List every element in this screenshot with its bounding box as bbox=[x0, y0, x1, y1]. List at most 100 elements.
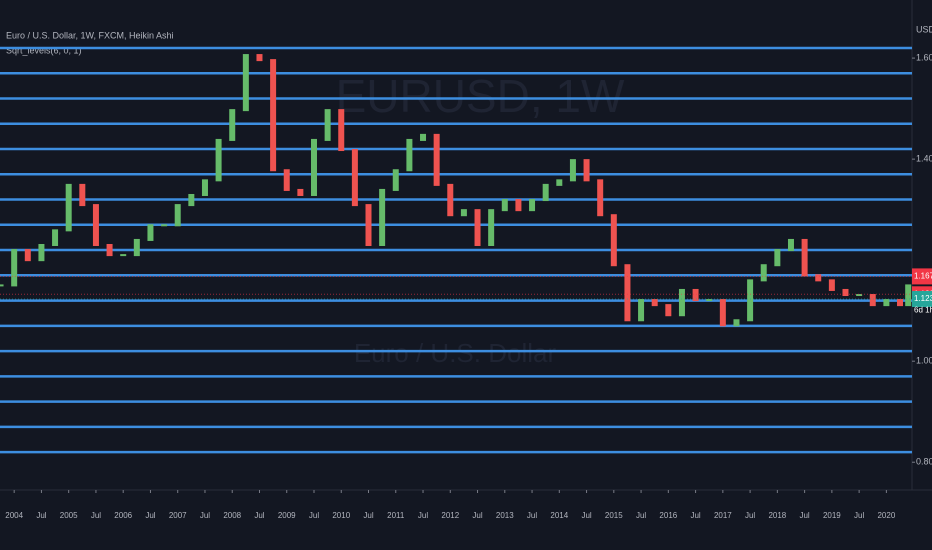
candle bbox=[161, 224, 168, 227]
x-tick-label: 2007 bbox=[169, 511, 187, 520]
y-tick-label: 1.0000 bbox=[916, 356, 932, 366]
candle bbox=[242, 54, 249, 112]
candle bbox=[556, 179, 563, 186]
candle bbox=[392, 169, 399, 191]
candle bbox=[638, 299, 645, 322]
x-tick-label: Jul bbox=[200, 511, 210, 520]
candle bbox=[338, 109, 345, 152]
x-tick-label: Jul bbox=[363, 511, 373, 520]
x-tick-label: Jul bbox=[418, 511, 428, 520]
candle bbox=[120, 254, 127, 257]
x-tick-label: 2019 bbox=[823, 511, 841, 520]
candle bbox=[801, 238, 808, 277]
candle bbox=[133, 238, 140, 257]
x-tick-label: 2009 bbox=[278, 511, 296, 520]
candle bbox=[706, 299, 713, 302]
candle bbox=[106, 244, 113, 257]
chart-title: Euro / U.S. Dollar, 1W, FXCM, Heikin Ash… bbox=[6, 30, 174, 40]
x-tick-label: 2004 bbox=[5, 511, 23, 520]
price-label: 1.12308 bbox=[914, 294, 932, 303]
candle bbox=[869, 294, 876, 307]
candle bbox=[678, 288, 685, 317]
candle bbox=[420, 133, 427, 141]
x-tick-label: 2020 bbox=[877, 511, 895, 520]
x-tick-label: Jul bbox=[636, 511, 646, 520]
candle bbox=[815, 274, 822, 282]
x-tick-label: Jul bbox=[309, 511, 319, 520]
candle bbox=[38, 244, 45, 262]
candle bbox=[79, 183, 86, 207]
candle bbox=[256, 54, 263, 62]
candle bbox=[651, 299, 658, 307]
candle bbox=[719, 299, 726, 327]
x-tick-label: 2017 bbox=[714, 511, 732, 520]
y-tick-label: 1.6000 bbox=[916, 52, 932, 62]
candle bbox=[842, 288, 849, 297]
watermark: EURUSD, 1W bbox=[336, 70, 625, 122]
candle bbox=[883, 299, 890, 307]
candle bbox=[229, 109, 236, 141]
candle bbox=[905, 284, 912, 307]
candle bbox=[215, 138, 222, 182]
candle bbox=[597, 179, 604, 217]
x-tick-label: Jul bbox=[145, 511, 155, 520]
candle bbox=[324, 109, 331, 141]
candle bbox=[774, 249, 781, 267]
candle bbox=[665, 304, 672, 317]
candle bbox=[692, 288, 699, 302]
x-tick-label: Jul bbox=[581, 511, 591, 520]
x-tick-label: 2010 bbox=[332, 511, 350, 520]
x-tick-label: Jul bbox=[472, 511, 482, 520]
x-tick-label: 2015 bbox=[605, 511, 623, 520]
candle bbox=[379, 188, 386, 246]
candle bbox=[92, 204, 99, 246]
x-tick-label: 2018 bbox=[768, 511, 786, 520]
indicator-label: Sqrt_levels(6, 0, 1) bbox=[6, 45, 82, 55]
y-tick-label: 1.4000 bbox=[916, 153, 932, 163]
candle bbox=[351, 149, 358, 207]
watermark-subtitle: Euro / U.S. Dollar bbox=[354, 338, 557, 368]
x-tick-label: Jul bbox=[745, 511, 755, 520]
candle bbox=[515, 199, 522, 212]
candle bbox=[310, 138, 317, 196]
candle bbox=[0, 284, 4, 287]
candle bbox=[11, 249, 18, 287]
price-label-box bbox=[912, 268, 932, 285]
candle bbox=[433, 133, 440, 186]
x-tick-label: Jul bbox=[854, 511, 864, 520]
price-label: 1.16783 bbox=[914, 272, 932, 281]
candle bbox=[747, 279, 754, 322]
candle bbox=[624, 264, 631, 322]
candle bbox=[201, 179, 208, 196]
x-tick-label: Jul bbox=[91, 511, 101, 520]
x-tick-label: Jul bbox=[690, 511, 700, 520]
x-tick-label: 2008 bbox=[223, 511, 241, 520]
candle bbox=[52, 229, 59, 246]
x-tick-label: 2016 bbox=[659, 511, 677, 520]
x-tick-label: Jul bbox=[254, 511, 264, 520]
candle bbox=[488, 209, 495, 246]
candle bbox=[760, 264, 767, 282]
countdown: 6d 1h bbox=[914, 305, 932, 314]
x-tick-label: Jul bbox=[36, 511, 46, 520]
candle bbox=[406, 138, 413, 172]
x-tick-label: 2012 bbox=[441, 511, 459, 520]
candle bbox=[297, 188, 304, 196]
candle bbox=[174, 204, 181, 227]
candle bbox=[501, 199, 508, 212]
candle bbox=[583, 159, 590, 182]
price-label-box bbox=[912, 291, 932, 308]
candle bbox=[365, 204, 372, 246]
candle bbox=[897, 299, 904, 307]
x-tick-label: 2013 bbox=[496, 511, 514, 520]
candle bbox=[65, 183, 72, 232]
candle bbox=[24, 249, 31, 262]
candle bbox=[828, 279, 835, 291]
candle bbox=[569, 159, 576, 182]
y-tick-label: 0.8000 bbox=[916, 457, 932, 467]
x-tick-label: 2005 bbox=[60, 511, 78, 520]
x-tick-label: 2014 bbox=[550, 511, 568, 520]
candle bbox=[542, 183, 549, 202]
candle bbox=[474, 209, 481, 246]
